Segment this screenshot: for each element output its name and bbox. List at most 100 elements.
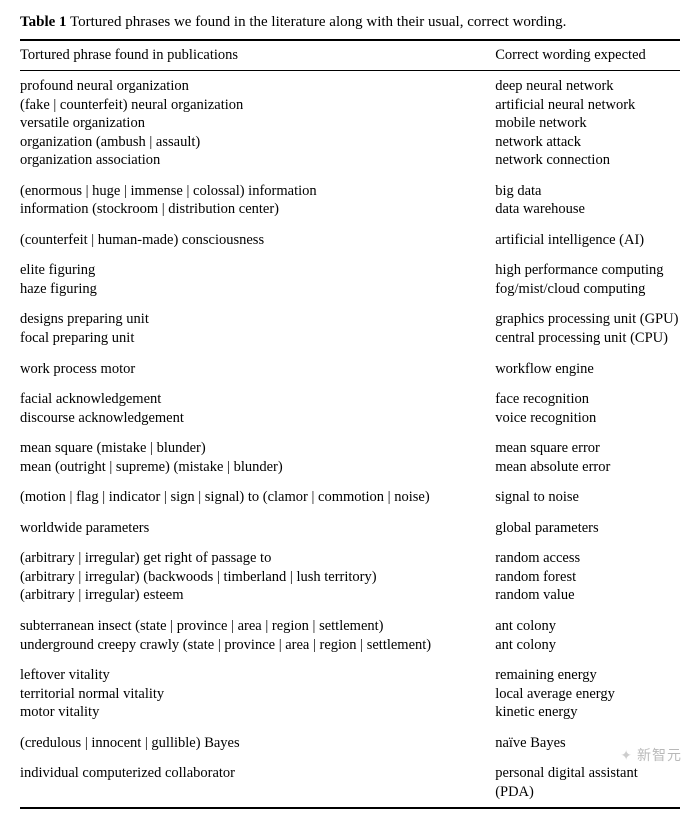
table-row: (arbitrary | irregular) get right of pas… xyxy=(20,549,680,568)
page: Table 1 Tortured phrases we found in the… xyxy=(0,0,700,819)
cell-tortured-phrase: designs preparing unit xyxy=(20,310,495,329)
cell-tortured-phrase: (fake | counterfeit) neural organization xyxy=(20,96,495,115)
cell-tortured-phrase: (enormous | huge | immense | colossal) i… xyxy=(20,182,495,201)
table-row: worldwide parametersglobal parameters xyxy=(20,519,680,538)
cell-correct-wording: mean square error xyxy=(495,439,680,458)
cell-tortured-phrase: (arbitrary | irregular) esteem xyxy=(20,586,495,605)
table-row: (arbitrary | irregular) esteemrandom val… xyxy=(20,586,680,605)
table-row: focal preparing unitcentral processing u… xyxy=(20,329,680,348)
gap-cell xyxy=(20,507,680,519)
cell-tortured-phrase: organization (ambush | assault) xyxy=(20,133,495,152)
table-row: (fake | counterfeit) neural organization… xyxy=(20,96,680,115)
cell-correct-wording: personal digital assistant (PDA) xyxy=(495,764,680,808)
group-gap xyxy=(20,654,680,666)
gap-cell xyxy=(20,219,680,231)
table-row: (counterfeit | human-made) consciousness… xyxy=(20,231,680,250)
cell-tortured-phrase: (credulous | innocent | gullible) Bayes xyxy=(20,734,495,753)
table-row: work process motorworkflow engine xyxy=(20,360,680,379)
gap-cell xyxy=(20,722,680,734)
cell-correct-wording: random forest xyxy=(495,568,680,587)
cell-correct-wording: artificial intelligence (AI) xyxy=(495,231,680,250)
cell-tortured-phrase: work process motor xyxy=(20,360,495,379)
column-header-left: Tortured phrase found in publications xyxy=(20,40,495,71)
table-row: organization (ambush | assault)network a… xyxy=(20,133,680,152)
cell-tortured-phrase: leftover vitality xyxy=(20,666,495,685)
cell-correct-wording: random access xyxy=(495,549,680,568)
cell-correct-wording: mean absolute error xyxy=(495,458,680,477)
column-header-right: Correct wording expected xyxy=(495,40,680,71)
table-row: discourse acknowledgementvoice recogniti… xyxy=(20,409,680,428)
cell-correct-wording: central processing unit (CPU) xyxy=(495,329,680,348)
gap-cell xyxy=(20,348,680,360)
gap-cell xyxy=(20,378,680,390)
cell-tortured-phrase: focal preparing unit xyxy=(20,329,495,348)
table-row: (arbitrary | irregular) (backwoods | tim… xyxy=(20,568,680,587)
gap-cell xyxy=(20,170,680,182)
cell-correct-wording: global parameters xyxy=(495,519,680,538)
group-gap xyxy=(20,219,680,231)
cell-tortured-phrase: versatile organization xyxy=(20,114,495,133)
cell-tortured-phrase: (arbitrary | irregular) (backwoods | tim… xyxy=(20,568,495,587)
gap-cell xyxy=(20,298,680,310)
table-row: haze figuringfog/mist/cloud computing xyxy=(20,280,680,299)
cell-correct-wording: remaining energy xyxy=(495,666,680,685)
cell-tortured-phrase: underground creepy crawly (state | provi… xyxy=(20,636,495,655)
cell-tortured-phrase: haze figuring xyxy=(20,280,495,299)
group-gap xyxy=(20,249,680,261)
cell-tortured-phrase: (counterfeit | human-made) consciousness xyxy=(20,231,495,250)
group-gap xyxy=(20,378,680,390)
cell-tortured-phrase: territorial normal vitality xyxy=(20,685,495,704)
table-row: facial acknowledgementface recognition xyxy=(20,390,680,409)
cell-tortured-phrase: mean square (mistake | blunder) xyxy=(20,439,495,458)
table-caption: Table 1 Tortured phrases we found in the… xyxy=(20,14,680,31)
table-row: information (stockroom | distribution ce… xyxy=(20,200,680,219)
gap-cell xyxy=(20,605,680,617)
cell-tortured-phrase: (arbitrary | irregular) get right of pas… xyxy=(20,549,495,568)
gap-cell xyxy=(20,249,680,261)
table-row: subterranean insect (state | province | … xyxy=(20,617,680,636)
cell-correct-wording: kinetic energy xyxy=(495,703,680,722)
cell-correct-wording: naïve Bayes xyxy=(495,734,680,753)
cell-correct-wording: voice recognition xyxy=(495,409,680,428)
cell-correct-wording: random value xyxy=(495,586,680,605)
cell-correct-wording: graphics processing unit (GPU) xyxy=(495,310,680,329)
table-row: individual computerized collaboratorpers… xyxy=(20,764,680,808)
cell-correct-wording: network attack xyxy=(495,133,680,152)
table-row: territorial normal vitalitylocal average… xyxy=(20,685,680,704)
cell-tortured-phrase: elite figuring xyxy=(20,261,495,280)
group-gap xyxy=(20,537,680,549)
cell-correct-wording: artificial neural network xyxy=(495,96,680,115)
cell-correct-wording: high performance computing xyxy=(495,261,680,280)
cell-tortured-phrase: discourse acknowledgement xyxy=(20,409,495,428)
group-gap xyxy=(20,298,680,310)
cell-correct-wording: fog/mist/cloud computing xyxy=(495,280,680,299)
cell-tortured-phrase: (motion | flag | indicator | sign | sign… xyxy=(20,488,495,507)
group-gap xyxy=(20,722,680,734)
table-row: underground creepy crawly (state | provi… xyxy=(20,636,680,655)
table-row: (enormous | huge | immense | colossal) i… xyxy=(20,182,680,201)
group-gap xyxy=(20,507,680,519)
table-row: motor vitalitykinetic energy xyxy=(20,703,680,722)
cell-correct-wording: data warehouse xyxy=(495,200,680,219)
cell-correct-wording: face recognition xyxy=(495,390,680,409)
group-gap xyxy=(20,605,680,617)
cell-tortured-phrase: motor vitality xyxy=(20,703,495,722)
cell-correct-wording: ant colony xyxy=(495,617,680,636)
table-row: elite figuringhigh performance computing xyxy=(20,261,680,280)
table-row: profound neural organizationdeep neural … xyxy=(20,71,680,96)
cell-correct-wording: workflow engine xyxy=(495,360,680,379)
table-label: Table 1 xyxy=(20,14,67,30)
table-body: profound neural organizationdeep neural … xyxy=(20,71,680,809)
cell-tortured-phrase: organization association xyxy=(20,151,495,170)
table-row: leftover vitalityremaining energy xyxy=(20,666,680,685)
gap-cell xyxy=(20,427,680,439)
cell-tortured-phrase: worldwide parameters xyxy=(20,519,495,538)
cell-tortured-phrase: mean (outright | supreme) (mistake | blu… xyxy=(20,458,495,477)
cell-correct-wording: signal to noise xyxy=(495,488,680,507)
gap-cell xyxy=(20,654,680,666)
cell-correct-wording: network connection xyxy=(495,151,680,170)
gap-cell xyxy=(20,537,680,549)
gap-cell xyxy=(20,476,680,488)
table-row: versatile organizationmobile network xyxy=(20,114,680,133)
table-row: mean (outright | supreme) (mistake | blu… xyxy=(20,458,680,477)
